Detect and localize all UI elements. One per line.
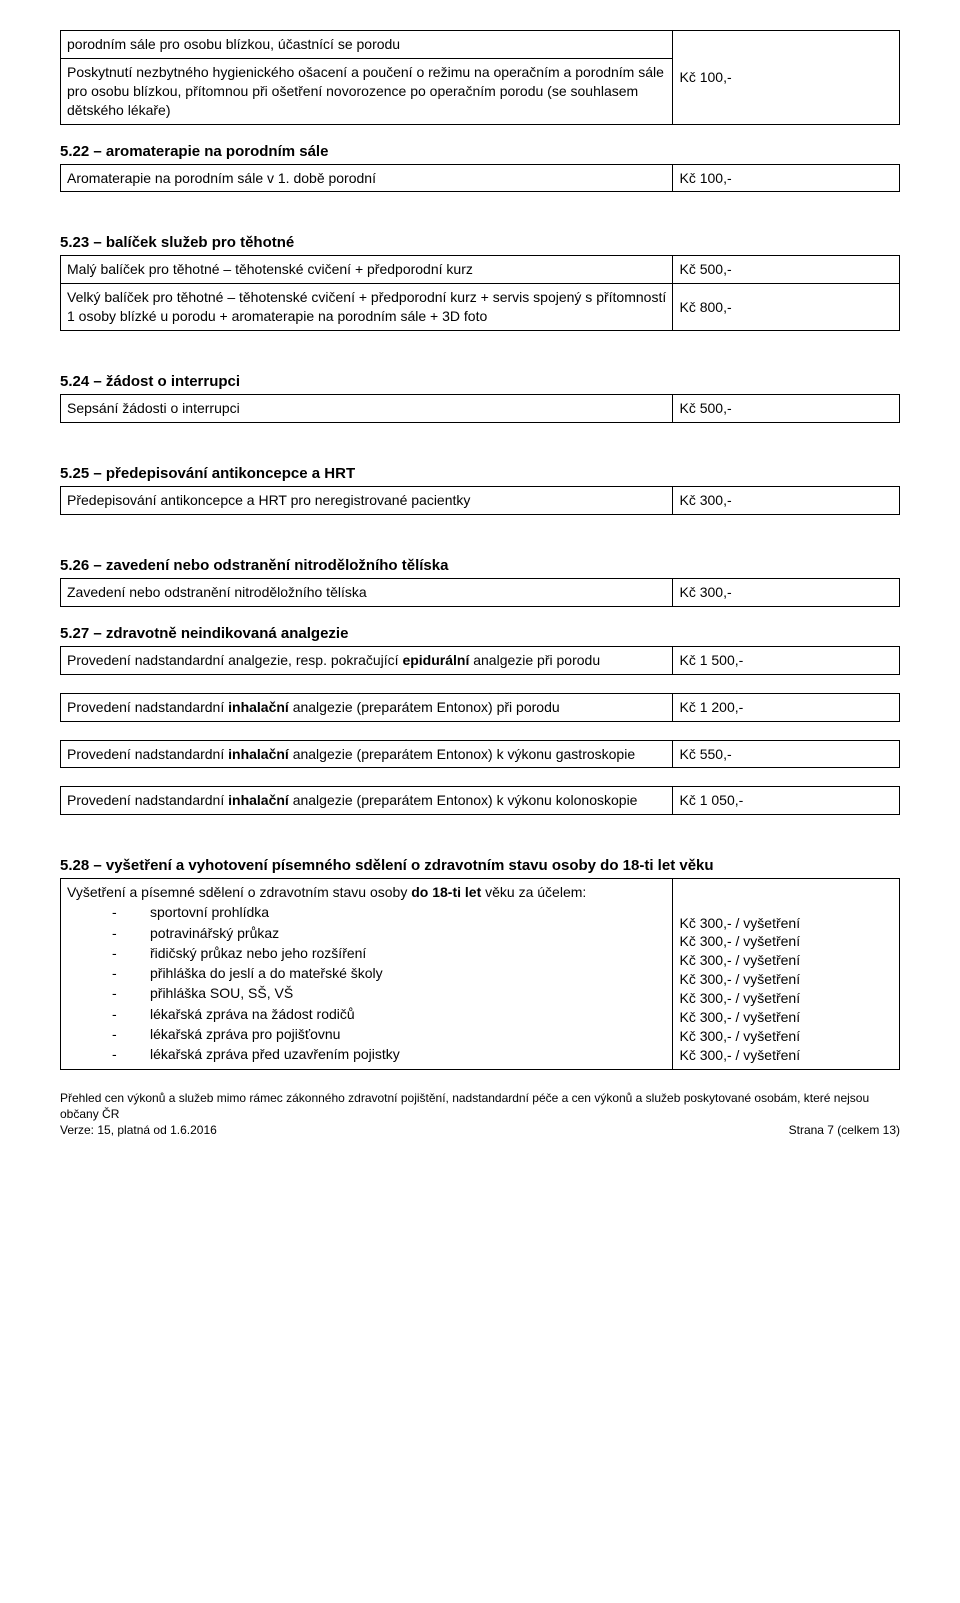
cell-price: Kč 1 050,- xyxy=(673,787,900,815)
cell-price: Kč 500,- xyxy=(673,395,900,423)
table-525: Předepisování antikoncepce a HRT pro ner… xyxy=(60,486,900,515)
price-line: Kč 300,- / vyšetření xyxy=(679,1008,893,1027)
section-heading-523: 5.23 – balíček služeb pro těhotné xyxy=(60,234,900,251)
table-row: Velký balíček pro těhotné – těhotenské c… xyxy=(61,284,900,331)
price-line: Kč 300,- / vyšetření xyxy=(679,970,893,989)
table-row: Aromaterapie na porodním sále v 1. době … xyxy=(61,164,900,192)
table-527b: Provedení nadstandardní inhalační analge… xyxy=(60,693,900,722)
cell-desc: Zavedení nebo odstranění nitroděložního … xyxy=(61,578,673,606)
cell-price: Kč 100,- xyxy=(673,164,900,192)
cell-desc: Vyšetření a písemné sdělení o zdravotním… xyxy=(61,879,673,1069)
text-bold: inhalační xyxy=(228,746,289,762)
cell-desc: Provedení nadstandardní inhalační analge… xyxy=(61,693,673,721)
table-527d: Provedení nadstandardní inhalační analge… xyxy=(60,786,900,815)
intro-pre: Vyšetření a písemné sdělení o zdravotním… xyxy=(67,884,411,900)
cell-price: Kč 800,- xyxy=(673,284,900,331)
item-list: sportovní prohlídka potravinářský průkaz… xyxy=(67,902,666,1064)
price-line: Kč 300,- / vyšetření xyxy=(679,932,893,951)
table-526: Zavedení nebo odstranění nitroděložního … xyxy=(60,578,900,607)
cell-price: Kč 100,- xyxy=(673,31,900,125)
table-row: Vyšetření a písemné sdělení o zdravotním… xyxy=(61,879,900,1069)
text-pre: Provedení nadstandardní xyxy=(67,699,228,715)
footer-desc: Přehled cen výkonů a služeb mimo rámec z… xyxy=(60,1090,900,1122)
cell-price: Kč 300,- xyxy=(673,578,900,606)
text-pre: Provedení nadstandardní analgezie, resp.… xyxy=(67,652,402,668)
table-row: Předepisování antikoncepce a HRT pro ner… xyxy=(61,487,900,515)
list-item: přihláška SOU, SŠ, VŠ xyxy=(112,983,666,1003)
section-heading-525: 5.25 – předepisování antikoncepce a HRT xyxy=(60,465,900,482)
table-527a: Provedení nadstandardní analgezie, resp.… xyxy=(60,646,900,675)
table-row: Provedení nadstandardní inhalační analge… xyxy=(61,787,900,815)
text-post: analgezie (preparátem Entonox) k výkonu … xyxy=(289,792,638,808)
cell-desc: Předepisování antikoncepce a HRT pro ner… xyxy=(61,487,673,515)
list-item: řidičský průkaz nebo jeho rozšíření xyxy=(112,943,666,963)
cell-price: Kč 1 200,- xyxy=(673,693,900,721)
table-522: Aromaterapie na porodním sále v 1. době … xyxy=(60,164,900,193)
list-item: lékařská zpráva na žádost rodičů xyxy=(112,1004,666,1024)
table-row: Provedení nadstandardní inhalační analge… xyxy=(61,740,900,768)
table-row: Provedení nadstandardní inhalační analge… xyxy=(61,693,900,721)
list-item: přihláška do jeslí a do mateřské školy xyxy=(112,963,666,983)
section-heading-528: 5.28 – vyšetření a vyhotovení písemného … xyxy=(60,857,900,874)
list-item: lékařská zpráva pro pojišťovnu xyxy=(112,1024,666,1044)
table-row: Malý balíček pro těhotné – těhotenské cv… xyxy=(61,256,900,284)
section-heading-524: 5.24 – žádost o interrupci xyxy=(60,373,900,390)
intro-bold: do 18-ti let xyxy=(411,884,481,900)
list-item: lékařská zpráva před uzavřením pojistky xyxy=(112,1044,666,1064)
section-heading-522: 5.22 – aromaterapie na porodním sále xyxy=(60,143,900,160)
table-528: Vyšetření a písemné sdělení o zdravotním… xyxy=(60,878,900,1069)
cell-price-list: Kč 300,- / vyšetření Kč 300,- / vyšetřen… xyxy=(673,879,900,1069)
table-row: porodním sále pro osobu blízkou, účastní… xyxy=(61,31,900,59)
cell-desc: Provedení nadstandardní analgezie, resp.… xyxy=(61,646,673,674)
table-527c: Provedení nadstandardní inhalační analge… xyxy=(60,740,900,769)
text-post: analgezie (preparátem Entonox) při porod… xyxy=(289,699,560,715)
text-bold: inhalační xyxy=(228,699,289,715)
page-footer: Přehled cen výkonů a služeb mimo rámec z… xyxy=(60,1090,900,1139)
list-item: sportovní prohlídka xyxy=(112,902,666,922)
cell-desc: Provedení nadstandardní inhalační analge… xyxy=(61,740,673,768)
section-heading-527: 5.27 – zdravotně neindikovaná analgezie xyxy=(60,625,900,642)
text-bold: epidurální xyxy=(402,652,469,668)
price-line: Kč 300,- / vyšetření xyxy=(679,1027,893,1046)
cell-desc: Malý balíček pro těhotné – těhotenské cv… xyxy=(61,256,673,284)
table-intro: porodním sále pro osobu blízkou, účastní… xyxy=(60,30,900,125)
table-row: Zavedení nebo odstranění nitroděložního … xyxy=(61,578,900,606)
price-line: Kč 300,- / vyšetření xyxy=(679,914,893,933)
table-523: Malý balíček pro těhotné – těhotenské cv… xyxy=(60,255,900,331)
cell-desc: Provedení nadstandardní inhalační analge… xyxy=(61,787,673,815)
list-item: potravinářský průkaz xyxy=(112,923,666,943)
price-line: Kč 300,- / vyšetření xyxy=(679,989,893,1008)
cell-price: Kč 550,- xyxy=(673,740,900,768)
cell-desc: Sepsání žádosti o interrupci xyxy=(61,395,673,423)
cell-desc: Velký balíček pro těhotné – těhotenské c… xyxy=(61,284,673,331)
cell-price: Kč 300,- xyxy=(673,487,900,515)
cell-price: Kč 500,- xyxy=(673,256,900,284)
footer-version: Verze: 15, platná od 1.6.2016 xyxy=(60,1122,217,1138)
table-row: Provedení nadstandardní analgezie, resp.… xyxy=(61,646,900,674)
cell-desc: Aromaterapie na porodním sále v 1. době … xyxy=(61,164,673,192)
text-pre: Provedení nadstandardní xyxy=(67,746,228,762)
price-line: Kč 300,- / vyšetření xyxy=(679,1046,893,1065)
intro-post: věku za účelem: xyxy=(481,884,586,900)
table-row: Sepsání žádosti o interrupci Kč 500,- xyxy=(61,395,900,423)
cell-price: Kč 1 500,- xyxy=(673,646,900,674)
cell-desc: Poskytnutí nezbytného hygienického ošace… xyxy=(61,58,673,124)
text-post: analgezie při porodu xyxy=(469,652,600,668)
cell-desc: porodním sále pro osobu blízkou, účastní… xyxy=(61,31,673,59)
text-bold: inhalační xyxy=(228,792,289,808)
text-post: analgezie (preparátem Entonox) k výkonu … xyxy=(289,746,635,762)
footer-page: Strana 7 (celkem 13) xyxy=(789,1122,900,1138)
section-heading-526: 5.26 – zavedení nebo odstranění nitroděl… xyxy=(60,557,900,574)
text-pre: Provedení nadstandardní xyxy=(67,792,228,808)
price-line: Kč 300,- / vyšetření xyxy=(679,951,893,970)
table-524: Sepsání žádosti o interrupci Kč 500,- xyxy=(60,394,900,423)
